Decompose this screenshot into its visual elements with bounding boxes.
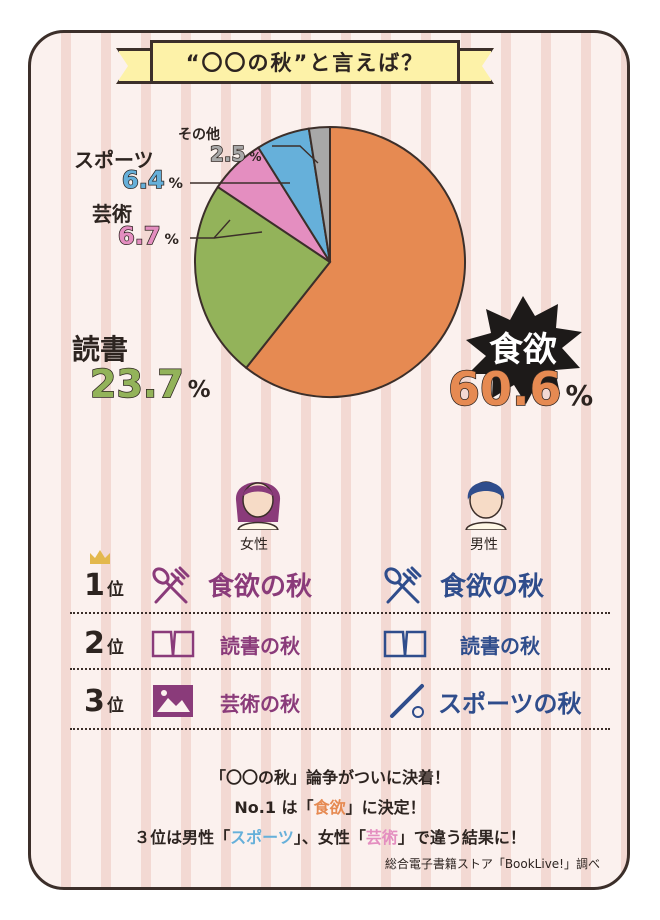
pie-slice-その他 xyxy=(307,125,331,263)
crown-icon xyxy=(90,550,110,564)
highlight-food: 食欲 xyxy=(313,798,346,817)
divider xyxy=(70,612,610,614)
female-label: 女性 xyxy=(240,537,268,553)
sports-percent: 6.4% xyxy=(121,165,183,195)
book-icon xyxy=(151,630,195,658)
title-ribbon: “〇〇の秋”と言えば？ xyxy=(110,40,500,84)
art-percent: 6.7% xyxy=(117,221,179,251)
female-rank-1: 食欲の秋 xyxy=(208,572,313,602)
leader-line-other xyxy=(272,145,319,164)
other-label: その他 xyxy=(178,127,220,143)
leader-lines xyxy=(190,145,319,239)
fork-spoon-icon xyxy=(384,566,422,604)
footer-line-2: No.1 は「食欲」に決定！ xyxy=(234,798,426,817)
female-figure-icon xyxy=(235,482,281,530)
sports-label: スポーツ xyxy=(74,148,154,172)
fork-spoon-icon xyxy=(152,566,190,604)
pie-slice-食欲 xyxy=(244,125,466,398)
female-rank-2: 読書の秋 xyxy=(220,634,300,658)
male-label: 男性 xyxy=(470,537,498,553)
food-percent-unit: % xyxy=(565,379,594,412)
male-figure-icon xyxy=(465,481,507,530)
male-rank-2: 読書の秋 xyxy=(460,634,540,658)
food-percent: 60.6% xyxy=(447,361,594,417)
female-rank-3: 芸術の秋 xyxy=(220,692,300,716)
reading-label: 読書 xyxy=(72,333,129,366)
starburst-shape xyxy=(466,296,582,404)
book-icon xyxy=(383,630,427,658)
reading-percent-value: 23.7 xyxy=(89,361,184,407)
other-percent: 2.5% xyxy=(209,141,262,167)
source-credit: 総合電子書籍ストア「BookLive!」調べ xyxy=(384,857,600,871)
highlight-art: 芸術 xyxy=(365,828,398,847)
male-rank-1: 食欲の秋 xyxy=(440,572,545,602)
title-box: “〇〇の秋”と言えば？ xyxy=(150,40,460,84)
reading-percent: 23.7% xyxy=(89,361,211,407)
pie-slice-読書 xyxy=(194,185,332,370)
highlight-sports: スポーツ xyxy=(230,828,294,847)
male-rank-3: スポーツの秋 xyxy=(438,690,582,718)
bat-ball-icon xyxy=(390,684,424,718)
other-percent-value: 2.5 xyxy=(209,141,246,167)
food-label: 食欲 xyxy=(489,330,557,370)
food-percent-value: 60.6 xyxy=(447,361,562,417)
divider xyxy=(70,668,610,670)
leader-line-art-2 xyxy=(213,231,263,239)
reading-percent-unit: % xyxy=(187,377,211,403)
chart-title: “〇〇の秋”と言えば？ xyxy=(185,51,425,75)
sports-percent-unit: % xyxy=(168,176,183,192)
footer-line-1: 「〇〇の秋」論争がついに決着！ xyxy=(209,768,450,787)
other-percent-unit: % xyxy=(249,150,262,164)
sports-percent-value: 6.4 xyxy=(121,165,165,195)
footer-line-3: ３位は男性「スポーツ」、女性「芸術」で違う結果に！ xyxy=(134,828,526,847)
art-percent-value: 6.7 xyxy=(117,221,161,251)
art-label: 芸術 xyxy=(92,202,132,226)
picture-icon xyxy=(153,685,193,717)
art-percent-unit: % xyxy=(164,232,179,248)
divider xyxy=(70,728,610,730)
